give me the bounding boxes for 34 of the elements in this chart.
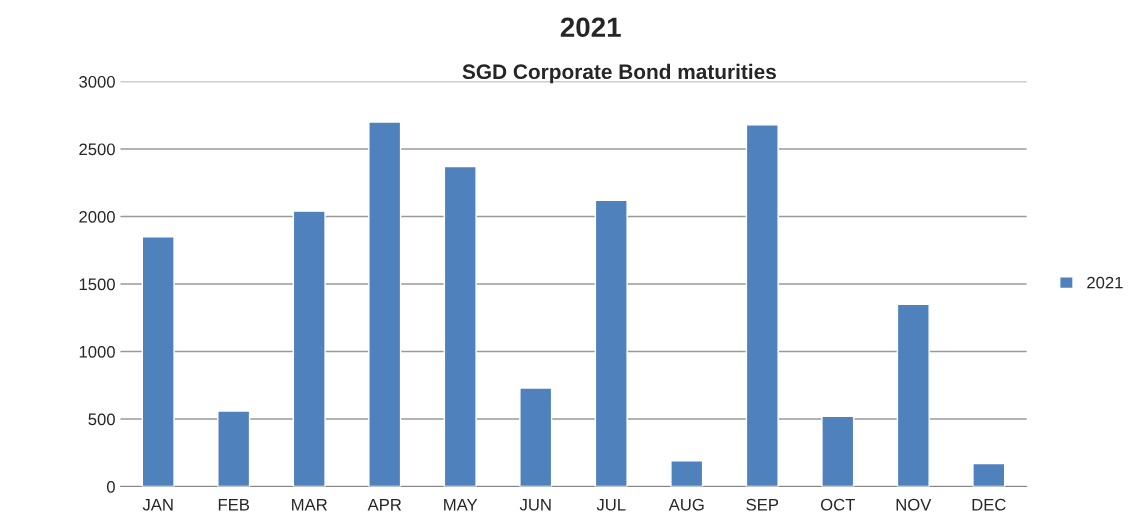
x-tick-label: FEB: [218, 498, 250, 511]
x-tick-label: JAN: [142, 498, 173, 511]
bar: [972, 462, 1006, 487]
bar: [594, 199, 628, 487]
x-tick-label: AUG: [668, 498, 704, 511]
y-tick-label: 3000: [79, 75, 115, 88]
x-tick-label: JUN: [519, 498, 551, 511]
bar: [670, 460, 704, 487]
x-tick-label: NOV: [896, 498, 932, 511]
bar: [745, 124, 779, 487]
bar: [217, 410, 251, 487]
bar: [292, 210, 326, 487]
chart-subtitle: SGD Corporate Bond maturities: [462, 63, 776, 84]
bar: [141, 236, 175, 487]
y-tick-label: 2000: [79, 210, 115, 223]
x-tick-label: SEP: [746, 498, 779, 511]
chart-title: 2021: [560, 17, 621, 38]
bar: [821, 415, 855, 487]
x-tick-label: DEC: [972, 498, 1006, 511]
y-tick-label: 1500: [79, 278, 115, 291]
y-tick-label: 1000: [79, 345, 115, 358]
y-tick-label: 500: [88, 413, 115, 426]
bar: [896, 303, 930, 487]
y-tick-label: 2500: [79, 143, 115, 156]
x-tick-label: JUL: [596, 498, 626, 511]
bar: [443, 165, 477, 487]
bar: [519, 387, 553, 487]
x-tick-label: OCT: [820, 498, 855, 511]
bar: [368, 121, 402, 487]
x-tick-label: APR: [367, 498, 402, 511]
y-tick-label: 0: [106, 480, 115, 493]
legend-label: 2021: [1087, 276, 1123, 289]
x-tick-label: MAR: [292, 498, 327, 511]
x-tick-label: MAY: [444, 498, 478, 511]
